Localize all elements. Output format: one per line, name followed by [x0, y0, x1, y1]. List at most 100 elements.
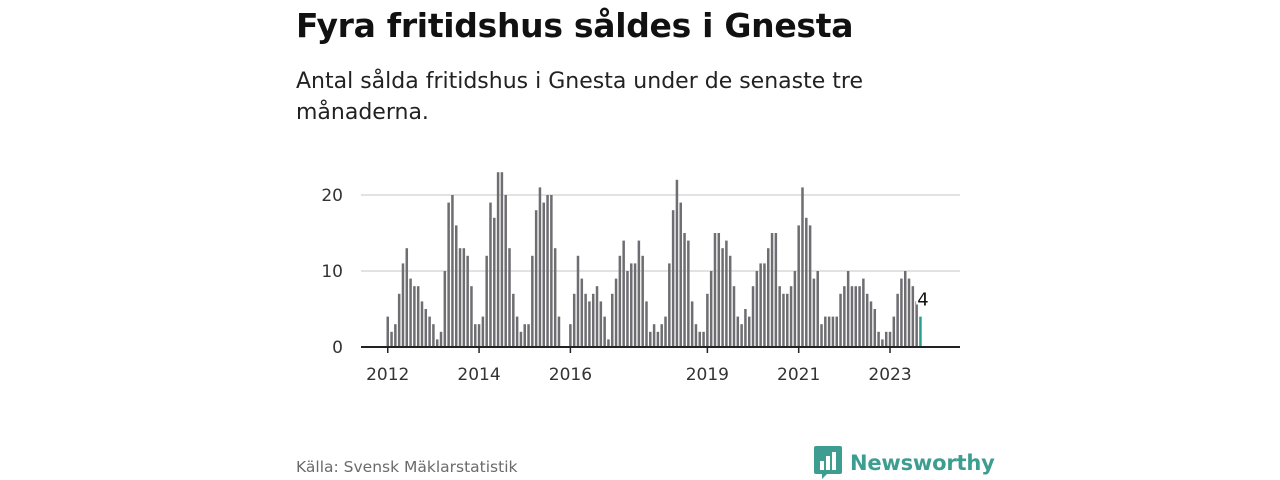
- bar: [827, 316, 831, 347]
- bar: [656, 331, 660, 347]
- bar: [500, 172, 504, 347]
- bar: [877, 331, 880, 347]
- bar: [747, 316, 751, 347]
- bar: [652, 324, 656, 347]
- bar: [778, 286, 781, 347]
- bar: [557, 316, 561, 347]
- bar: [553, 248, 557, 347]
- bar: [725, 240, 728, 347]
- bar: [550, 195, 553, 347]
- bar: [793, 271, 797, 347]
- x-tick-label: 2014: [457, 365, 500, 385]
- bar: [618, 255, 622, 347]
- bar: [454, 225, 458, 347]
- bar: [728, 255, 732, 347]
- bar: [599, 301, 603, 347]
- bar: [903, 271, 907, 347]
- bar: [770, 233, 774, 347]
- bar: [508, 248, 511, 347]
- bar: [546, 195, 549, 347]
- bar: [409, 278, 412, 347]
- bar: [633, 263, 637, 347]
- bar: [687, 240, 690, 347]
- bar: [394, 324, 397, 347]
- bar: [664, 316, 667, 347]
- bar: [405, 248, 409, 347]
- bar: [534, 210, 538, 347]
- bar: [481, 316, 485, 347]
- highlight-value-label: 4: [917, 290, 928, 311]
- bar: [717, 233, 721, 347]
- bar: [702, 331, 705, 347]
- bar: [843, 286, 846, 347]
- bar: [401, 263, 405, 347]
- bar: [474, 324, 477, 347]
- bar: [580, 278, 584, 347]
- y-tick-label: 0: [332, 338, 343, 358]
- bar: [839, 293, 842, 347]
- bar: [523, 324, 526, 347]
- bar: [774, 233, 778, 347]
- bar: [477, 324, 481, 347]
- bar: [637, 240, 641, 347]
- bar: [660, 324, 663, 347]
- bar: [584, 293, 587, 347]
- bar: [470, 286, 473, 347]
- bar: [416, 286, 420, 347]
- bar: [694, 324, 698, 347]
- bar: [420, 301, 424, 347]
- bar: [413, 286, 416, 347]
- bar: [451, 195, 454, 347]
- bar: [862, 278, 865, 347]
- bar: [542, 202, 546, 347]
- x-tick-label: 2012: [366, 365, 409, 385]
- bar: [645, 301, 648, 347]
- bar: [831, 316, 835, 347]
- bar: [907, 278, 911, 347]
- bar: [888, 331, 892, 347]
- bar: [881, 339, 884, 347]
- bar: [865, 293, 869, 347]
- bar: [789, 286, 793, 347]
- newsworthy-brand[interactable]: Newsworthy: [814, 446, 995, 479]
- x-tick-label: 2016: [549, 365, 592, 385]
- bar: [808, 225, 812, 347]
- bar: [435, 339, 439, 347]
- bar: [755, 271, 759, 347]
- bar: [884, 331, 888, 347]
- bar: [626, 271, 629, 347]
- bar: [767, 248, 770, 347]
- bar: [512, 293, 515, 347]
- bar: [900, 278, 903, 347]
- bar: [649, 331, 652, 347]
- bar: [782, 293, 785, 347]
- bar: [835, 316, 838, 347]
- bar-chart: 0 10 20 4 2012 2014 2016 2019 2021 2023: [321, 172, 960, 385]
- x-tick-label: 2021: [777, 365, 820, 385]
- x-tick-label: 2019: [686, 365, 729, 385]
- bar: [603, 316, 606, 347]
- bar: [915, 301, 918, 347]
- bar: [591, 293, 595, 347]
- bar: [721, 248, 724, 347]
- bar: [531, 255, 534, 347]
- bar: [397, 293, 401, 347]
- bar: [538, 187, 542, 347]
- bar: [466, 255, 469, 347]
- bar: [614, 278, 618, 347]
- bar: [690, 301, 694, 347]
- bar: [458, 248, 462, 347]
- bar: [572, 293, 576, 347]
- chart-subtitle: Antal sålda fritidshus i Gnesta under de…: [296, 69, 863, 125]
- bar: [858, 286, 861, 347]
- bar: [390, 331, 393, 347]
- bar: [896, 293, 899, 347]
- bar: [706, 293, 709, 347]
- bar: [679, 202, 682, 347]
- bar: [812, 278, 816, 347]
- bar: [447, 202, 450, 347]
- bar: [820, 324, 823, 347]
- bar: [671, 210, 675, 347]
- bar: [485, 255, 488, 347]
- bar: [911, 286, 915, 347]
